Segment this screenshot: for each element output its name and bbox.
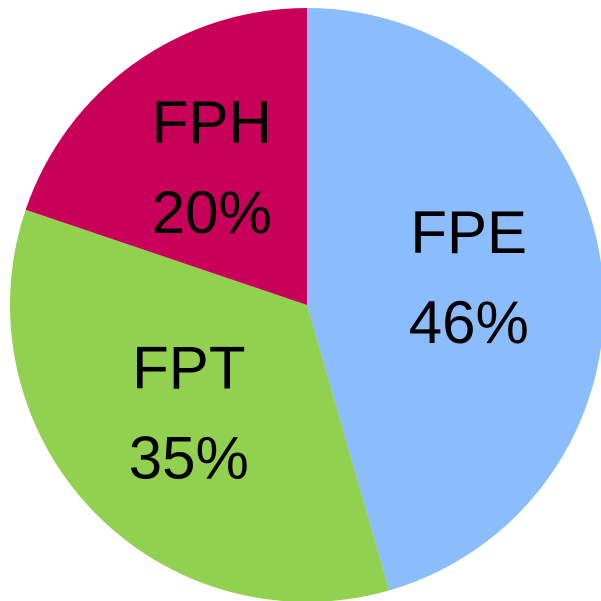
value-label: 46% <box>409 289 529 356</box>
pie-slice <box>10 209 390 601</box>
slice-label: FPH <box>152 89 272 156</box>
slice-label: FPT <box>132 335 245 402</box>
pie-slice <box>25 8 307 305</box>
slice-label: FPE <box>410 199 527 266</box>
value-label: 20% <box>152 179 272 246</box>
pie-slice <box>307 8 601 591</box>
value-label: 35% <box>129 425 249 492</box>
